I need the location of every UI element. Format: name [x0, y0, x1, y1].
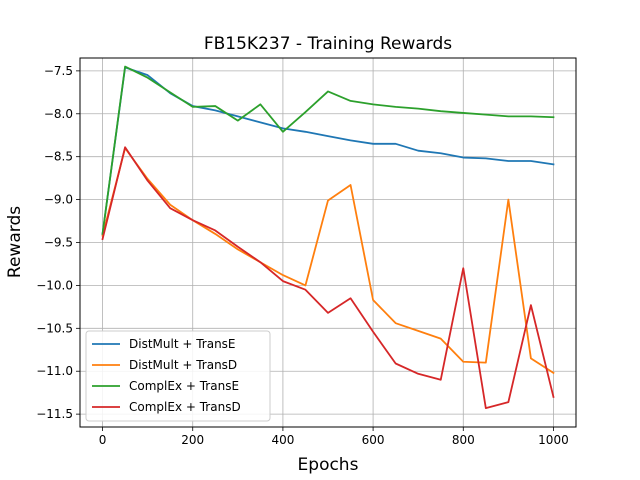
legend-label: ComplEx + TransD — [129, 400, 241, 414]
chart-title: FB15K237 - Training Rewards — [204, 34, 452, 54]
y-tick-label: −10.5 — [36, 321, 73, 335]
legend-label: DistMult + TransD — [129, 358, 237, 372]
x-tick-label: 600 — [362, 433, 385, 447]
y-tick-label: −7.5 — [44, 64, 73, 78]
y-tick-label: −8.0 — [44, 107, 73, 121]
y-tick-label: −11.0 — [36, 364, 73, 378]
x-tick-label: 800 — [452, 433, 475, 447]
series-line-4 — [101, 146, 555, 410]
legend-label: ComplEx + TransE — [129, 379, 239, 393]
series-line-3 — [101, 65, 555, 235]
axis-ticks: 0 200 400 600 800 1000 −7.5 −8.0 −8.5 −9.0 −9.5 −10… — [36, 64, 569, 447]
x-axis-label: Epochs — [298, 455, 359, 475]
legend-label: DistMult + TransE — [129, 337, 236, 351]
legend: DistMult + TransE DistMult + TransD ComplE… — [85, 330, 271, 422]
legend-box — [85, 330, 271, 422]
y-tick-label: −9.0 — [44, 193, 73, 207]
y-tick-label: −9.5 — [44, 236, 73, 250]
y-tick-label: −11.5 — [36, 407, 73, 421]
y-axis-label: Rewards — [5, 206, 25, 278]
y-tick-label: −10.0 — [36, 278, 73, 292]
x-tick-label: 400 — [271, 433, 294, 447]
x-tick-label: 0 — [99, 433, 107, 447]
y-tick-label: −8.5 — [44, 150, 73, 164]
x-tick-label: 1000 — [538, 433, 569, 447]
series-lines — [101, 65, 555, 410]
x-tick-label: 200 — [181, 433, 204, 447]
